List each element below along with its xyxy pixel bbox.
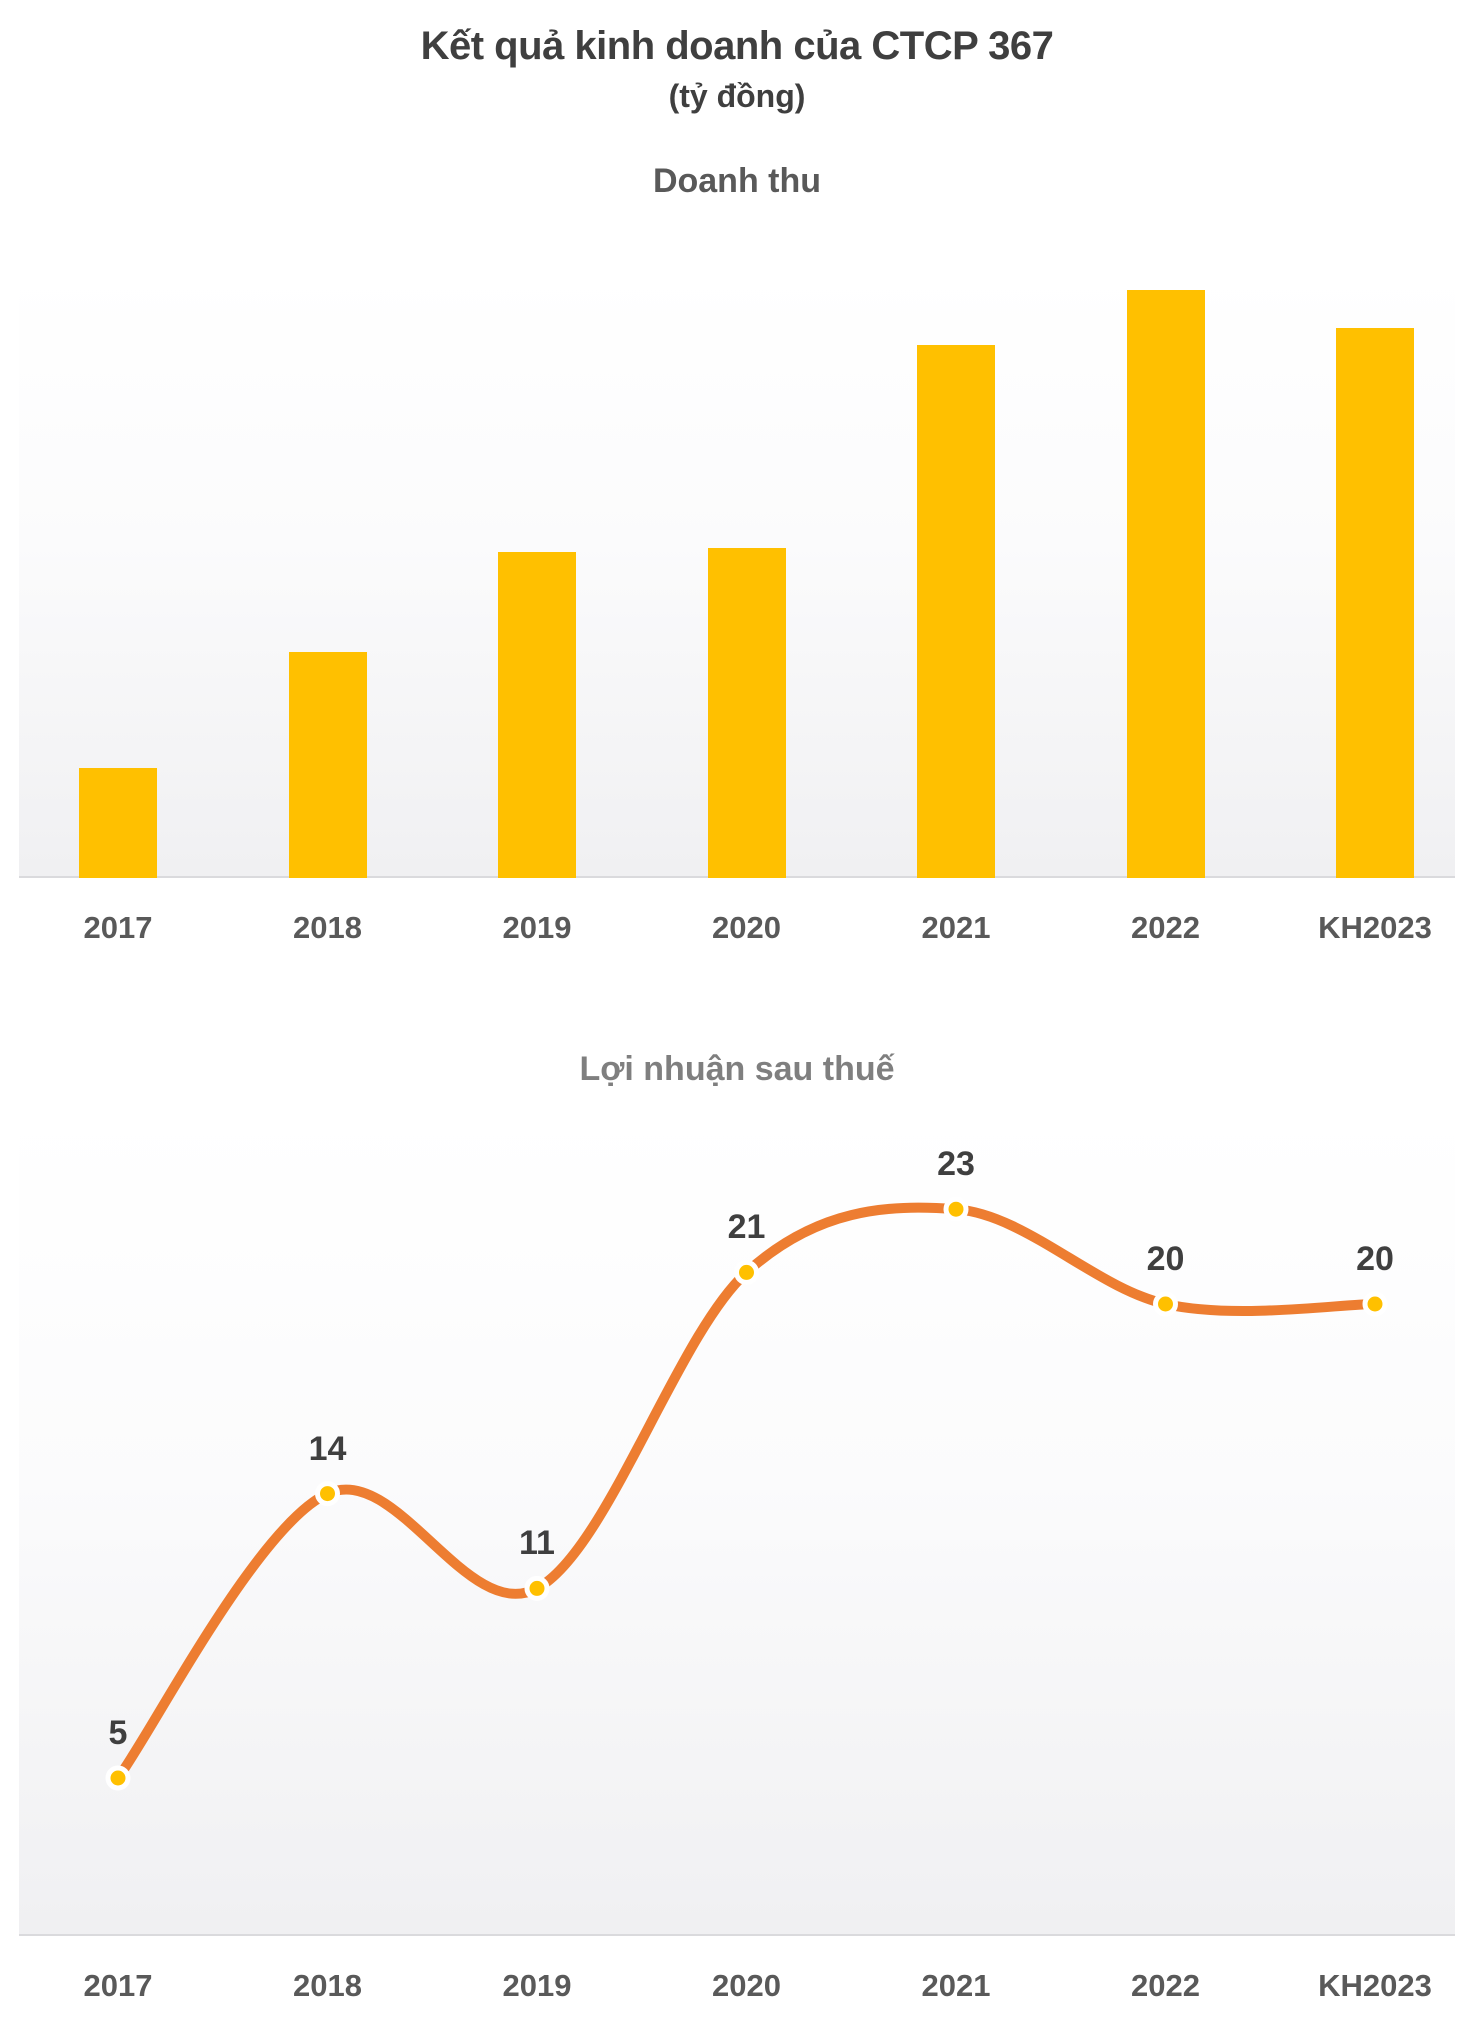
profit-data-label: 23: [937, 1145, 975, 1184]
profit-data-label: 21: [727, 1208, 766, 1247]
profit-data-label: 20: [1356, 1240, 1394, 1278]
revenue-bar-2021: [917, 345, 995, 878]
profit-data-label: 11: [519, 1524, 555, 1563]
profit-chart-title: Lợi nhuận sau thuế: [579, 1050, 895, 1088]
revenue-x-label: 2022: [1131, 910, 1200, 945]
page-title: Kết quả kinh doanh của CTCP 367: [420, 24, 1054, 68]
profit-x-label: KH2023: [1318, 1968, 1432, 2003]
profit-x-label: 2017: [83, 1968, 153, 2003]
revenue-bar-KH2023: [1336, 328, 1414, 878]
revenue-chart-title: Doanh thu: [652, 162, 822, 200]
revenue-bar-2020: [707, 548, 786, 878]
profit-data-label: 5: [108, 1714, 128, 1752]
profit-data-label: 20: [1146, 1240, 1185, 1278]
profit-data-label: 14: [308, 1429, 347, 1468]
revenue-bar-2019: [498, 552, 576, 878]
revenue-x-label: KH2023: [1318, 910, 1432, 945]
revenue-bar-2018: [288, 652, 367, 878]
profit-x-label: 2018: [293, 1968, 362, 2003]
revenue-x-label: 2020: [712, 910, 781, 945]
unit-subtitle: (tỷ đồng): [668, 78, 806, 114]
profit-x-label: 2019: [502, 1968, 572, 2003]
revenue-x-label: 2018: [293, 910, 362, 945]
revenue-bar-2017: [79, 768, 157, 878]
revenue-x-label: 2019: [502, 910, 572, 945]
profit-x-label: 2022: [1131, 1968, 1200, 2003]
profit-x-label: 2020: [712, 1968, 781, 2003]
revenue-x-label: 2017: [83, 910, 153, 945]
revenue-x-label: 2021: [921, 910, 991, 945]
revenue-bar-2022: [1126, 290, 1205, 878]
profit-x-label: 2021: [921, 1968, 991, 2003]
